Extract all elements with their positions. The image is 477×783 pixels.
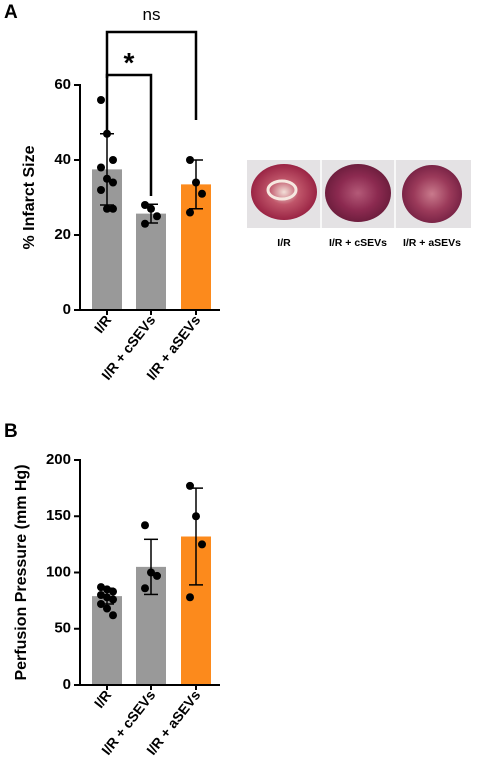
data-point bbox=[103, 593, 111, 602]
y-tick-label: 100 bbox=[46, 563, 71, 580]
heart-slice bbox=[325, 164, 391, 222]
data-point bbox=[198, 540, 206, 549]
data-point bbox=[141, 521, 149, 530]
data-point bbox=[109, 587, 117, 596]
data-point bbox=[103, 174, 111, 183]
data-point bbox=[186, 593, 194, 602]
x-tick-label: I/R bbox=[91, 687, 115, 711]
data-point bbox=[109, 156, 117, 164]
heart-images bbox=[247, 160, 471, 228]
panel-label: A bbox=[4, 2, 18, 23]
y-tick-label: 0 bbox=[63, 301, 71, 318]
y-tick-label: 60 bbox=[54, 76, 71, 93]
data-point bbox=[103, 204, 111, 213]
data-point bbox=[97, 591, 105, 599]
data-point bbox=[103, 604, 111, 613]
data-point bbox=[109, 595, 117, 604]
data-point bbox=[97, 96, 105, 104]
image-label: I/R + aSEVs bbox=[403, 237, 461, 249]
data-point bbox=[109, 611, 117, 620]
data-point bbox=[147, 204, 155, 213]
heart-slice-detail bbox=[266, 179, 298, 201]
data-point bbox=[192, 178, 200, 187]
data-point bbox=[109, 178, 117, 187]
y-tick-label: 40 bbox=[54, 151, 71, 168]
data-point bbox=[141, 584, 149, 593]
y-tick-label: 0 bbox=[63, 676, 71, 693]
data-point bbox=[141, 201, 149, 209]
data-point bbox=[186, 156, 194, 164]
y-axis-label: % Infarct Size bbox=[21, 145, 38, 249]
significance-label: ns bbox=[143, 5, 161, 24]
y-tick-label: 150 bbox=[46, 507, 71, 524]
data-point bbox=[97, 600, 105, 608]
data-point bbox=[147, 568, 155, 577]
data-point bbox=[109, 204, 117, 213]
bar bbox=[136, 213, 166, 310]
data-point bbox=[97, 186, 105, 194]
data-point bbox=[186, 481, 194, 490]
heart-slice bbox=[251, 164, 317, 220]
data-point bbox=[97, 163, 105, 172]
data-point bbox=[141, 219, 149, 228]
significance-bracket bbox=[105, 73, 153, 196]
y-axis-label: Perfusion Pressure (mm Hg) bbox=[13, 464, 30, 680]
data-point bbox=[198, 189, 206, 198]
heart-slice bbox=[402, 165, 462, 223]
data-point bbox=[192, 512, 200, 521]
data-point bbox=[97, 583, 105, 592]
significance-label: * bbox=[124, 47, 135, 78]
image-label: I/R + cSEVs bbox=[329, 237, 387, 249]
y-tick-label: 50 bbox=[54, 620, 71, 637]
data-point bbox=[153, 212, 161, 221]
panel-label: B bbox=[4, 421, 18, 442]
y-tick-label: 200 bbox=[46, 451, 71, 468]
significance-bracket bbox=[105, 30, 198, 120]
y-tick-label: 20 bbox=[54, 226, 71, 243]
data-point bbox=[153, 571, 161, 580]
x-tick-label: I/R bbox=[91, 312, 115, 336]
data-point bbox=[186, 208, 194, 217]
data-point bbox=[103, 129, 111, 138]
data-point bbox=[103, 585, 111, 594]
image-label: I/R bbox=[277, 237, 291, 249]
